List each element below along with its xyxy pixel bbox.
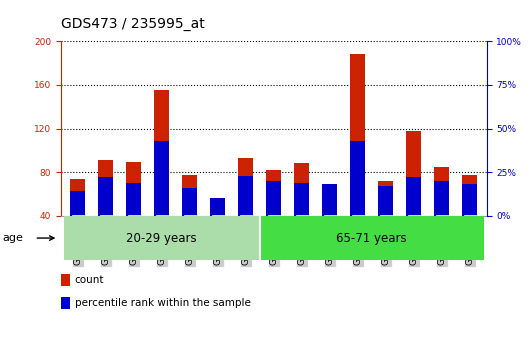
Bar — [266, 181, 281, 259]
Bar — [462, 175, 478, 259]
Bar — [294, 163, 310, 259]
Text: GSM10361: GSM10361 — [213, 216, 222, 265]
Text: GDS473 / 235995_at: GDS473 / 235995_at — [61, 17, 205, 31]
Bar — [182, 175, 198, 259]
Bar — [294, 183, 310, 259]
Bar — [350, 141, 366, 259]
Text: 20-29 years: 20-29 years — [127, 231, 197, 245]
Text: GSM10360: GSM10360 — [186, 216, 195, 265]
Bar — [322, 185, 338, 259]
Text: count: count — [75, 275, 104, 285]
Bar — [154, 90, 170, 259]
Bar — [378, 181, 393, 259]
Bar — [434, 167, 449, 259]
Text: GSM10370: GSM10370 — [465, 216, 474, 265]
Text: 65-71 years: 65-71 years — [337, 231, 407, 245]
Bar — [406, 131, 421, 259]
Bar — [322, 184, 338, 259]
Bar — [70, 179, 85, 259]
Text: GSM10368: GSM10368 — [409, 216, 418, 265]
Bar — [126, 162, 142, 259]
Bar — [406, 177, 421, 259]
Bar — [462, 184, 478, 259]
Text: GSM10356: GSM10356 — [129, 216, 138, 265]
Bar — [350, 55, 366, 259]
Text: GSM10365: GSM10365 — [325, 216, 334, 265]
Bar — [126, 183, 142, 259]
Bar — [70, 191, 85, 259]
Text: percentile rank within the sample: percentile rank within the sample — [75, 298, 251, 308]
Bar — [182, 188, 198, 259]
Text: GSM10354: GSM10354 — [73, 216, 82, 265]
Bar — [98, 177, 113, 259]
Text: GSM10369: GSM10369 — [437, 216, 446, 265]
Text: GSM10359: GSM10359 — [157, 216, 166, 265]
Text: GSM10363: GSM10363 — [269, 216, 278, 265]
Bar — [238, 158, 253, 259]
Bar — [154, 141, 170, 259]
Text: GSM10364: GSM10364 — [297, 216, 306, 265]
Text: GSM10355: GSM10355 — [101, 216, 110, 265]
Bar — [238, 176, 253, 259]
Bar — [260, 216, 484, 260]
Text: GSM10367: GSM10367 — [381, 216, 390, 265]
Bar — [64, 216, 260, 260]
Bar — [98, 160, 113, 259]
Bar — [210, 203, 225, 259]
Bar — [378, 186, 393, 259]
Bar — [434, 181, 449, 259]
Text: age: age — [3, 233, 23, 243]
Text: GSM10366: GSM10366 — [353, 216, 362, 265]
Bar — [210, 198, 225, 259]
Text: GSM10362: GSM10362 — [241, 216, 250, 265]
Bar — [266, 170, 281, 259]
